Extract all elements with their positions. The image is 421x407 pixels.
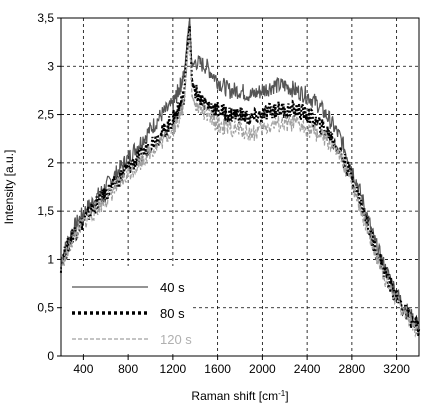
- y-tick-label: 0: [47, 349, 54, 363]
- x-axis-label-main: Raman shift [cm: [191, 389, 278, 403]
- x-tick-label: 2400: [294, 362, 321, 376]
- x-tick-label: 2800: [339, 362, 366, 376]
- series-lines: [59, 17, 421, 338]
- y-axis: 0 0,5 1 1,5 2 2,5 3 3,5: [37, 11, 61, 363]
- series-line-40-s: [60, 17, 420, 333]
- y-tick-label: 2,5: [37, 108, 54, 122]
- y-tick-label: 0,5: [37, 301, 54, 315]
- x-tick-label: 800: [118, 362, 138, 376]
- y-tick-label: 1,5: [37, 204, 54, 218]
- legend-label: 120 s: [160, 332, 192, 347]
- y-tick-label: 3: [47, 59, 54, 73]
- x-tick-label: 1600: [204, 362, 231, 376]
- x-axis-label-sup: -1: [278, 389, 286, 398]
- y-axis-label: Intensity [a.u.]: [2, 150, 16, 225]
- legend-label: 40 s: [160, 280, 185, 295]
- x-tick-label: 3200: [383, 362, 410, 376]
- x-tick-label: 2000: [249, 362, 276, 376]
- legend: 40 s 80 s 120 s: [62, 266, 192, 354]
- x-axis: 400 800 1200 1600 2000 2400 2800 3200: [73, 356, 410, 376]
- x-axis-label: Raman shift [cm-1]: [191, 389, 288, 404]
- x-tick-label: 400: [73, 362, 93, 376]
- plot-frame: [60, 17, 420, 357]
- x-axis-label-suffix: ]: [285, 389, 288, 403]
- y-tick-label: 1: [47, 252, 54, 266]
- legend-label: 80 s: [160, 306, 185, 321]
- y-tick-label: 3,5: [37, 11, 54, 25]
- series-line-120-s: [60, 31, 420, 338]
- y-tick-label: 2: [47, 156, 54, 170]
- x-tick-label: 1200: [160, 362, 187, 376]
